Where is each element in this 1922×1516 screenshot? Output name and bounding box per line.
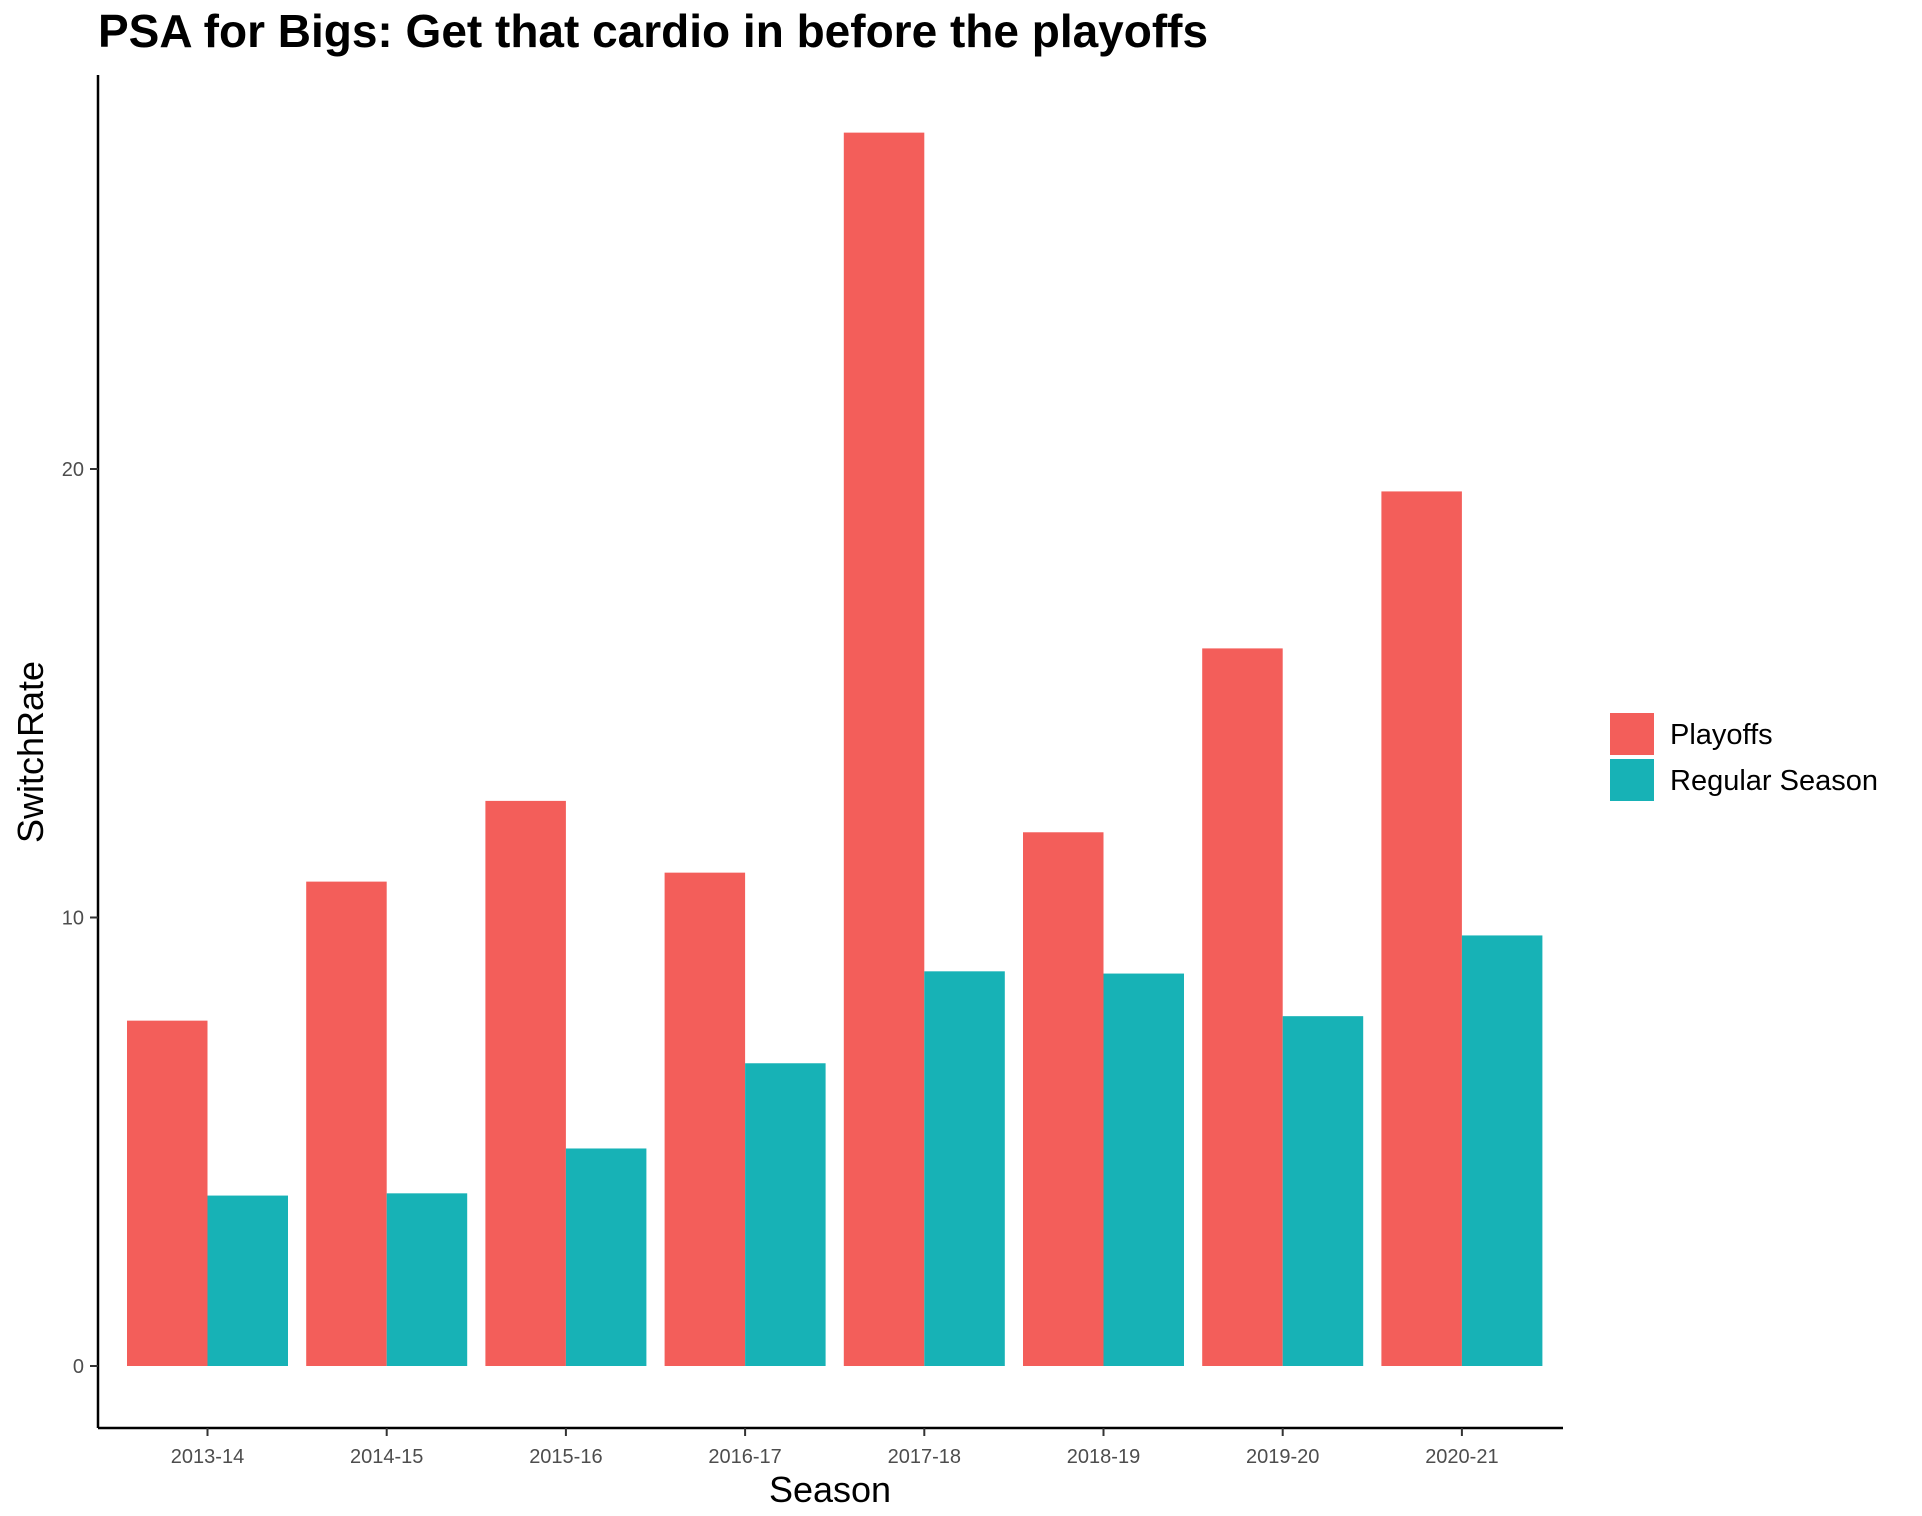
x-tick-label-2020-21: 2020-21 xyxy=(1425,1446,1498,1468)
legend-label-playoffs: Playoffs xyxy=(1670,719,1773,751)
bar-playoffs-2017-18 xyxy=(843,132,925,1367)
y-tick-label-10: 10 xyxy=(62,908,84,930)
bar-regular-season-2014-15 xyxy=(386,1193,468,1366)
legend-swatch-playoffs xyxy=(1610,713,1654,755)
bar-playoffs-2013-14 xyxy=(127,1020,208,1366)
bar-playoffs-2019-20 xyxy=(1202,648,1283,1366)
bar-playoffs-2020-21 xyxy=(1381,491,1462,1366)
bars-layer xyxy=(127,132,1543,1367)
y-axis-title: SwitchRate xyxy=(10,661,51,843)
x-tick-label-2018-19: 2018-19 xyxy=(1067,1446,1140,1468)
bar-playoffs-2018-19 xyxy=(1023,832,1104,1366)
x-tick-label-2015-16: 2015-16 xyxy=(529,1446,602,1468)
bar-regular-season-2016-17 xyxy=(745,1063,826,1366)
bar-playoffs-2016-17 xyxy=(664,872,746,1366)
x-tick-label-2013-14: 2013-14 xyxy=(171,1446,244,1468)
bar-regular-season-2020-21 xyxy=(1461,935,1543,1366)
x-tick-label-2019-20: 2019-20 xyxy=(1246,1446,1319,1468)
legend-label-regular-season: Regular Season xyxy=(1670,765,1878,797)
bar-regular-season-2018-19 xyxy=(1103,973,1184,1366)
y-tick-label-20: 20 xyxy=(62,459,84,481)
bar-regular-season-2013-14 xyxy=(207,1195,288,1366)
legend: Playoffs Regular Season xyxy=(1610,713,1878,801)
bar-regular-season-2019-20 xyxy=(1282,1016,1364,1366)
bar-regular-season-2017-18 xyxy=(924,971,1005,1366)
bar-regular-season-2015-16 xyxy=(565,1148,647,1366)
bar-playoffs-2014-15 xyxy=(306,881,387,1366)
legend-swatch-regular-season xyxy=(1610,759,1654,801)
x-axis-title: Season xyxy=(769,1469,891,1510)
x-tick-label-2014-15: 2014-15 xyxy=(350,1446,423,1468)
y-axis-ticks: 0 10 20 xyxy=(62,459,98,1378)
chart-title: PSA for Bigs: Get that cardio in before … xyxy=(98,5,1208,57)
y-tick-label-0: 0 xyxy=(73,1356,84,1378)
x-tick-label-2017-18: 2017-18 xyxy=(888,1446,961,1468)
bar-playoffs-2015-16 xyxy=(485,800,566,1366)
x-tick-label-2016-17: 2016-17 xyxy=(708,1446,781,1468)
x-axis-ticks: 2013-14 2014-15 2015-16 2016-17 2017-18 2018-… xyxy=(171,1428,1499,1468)
